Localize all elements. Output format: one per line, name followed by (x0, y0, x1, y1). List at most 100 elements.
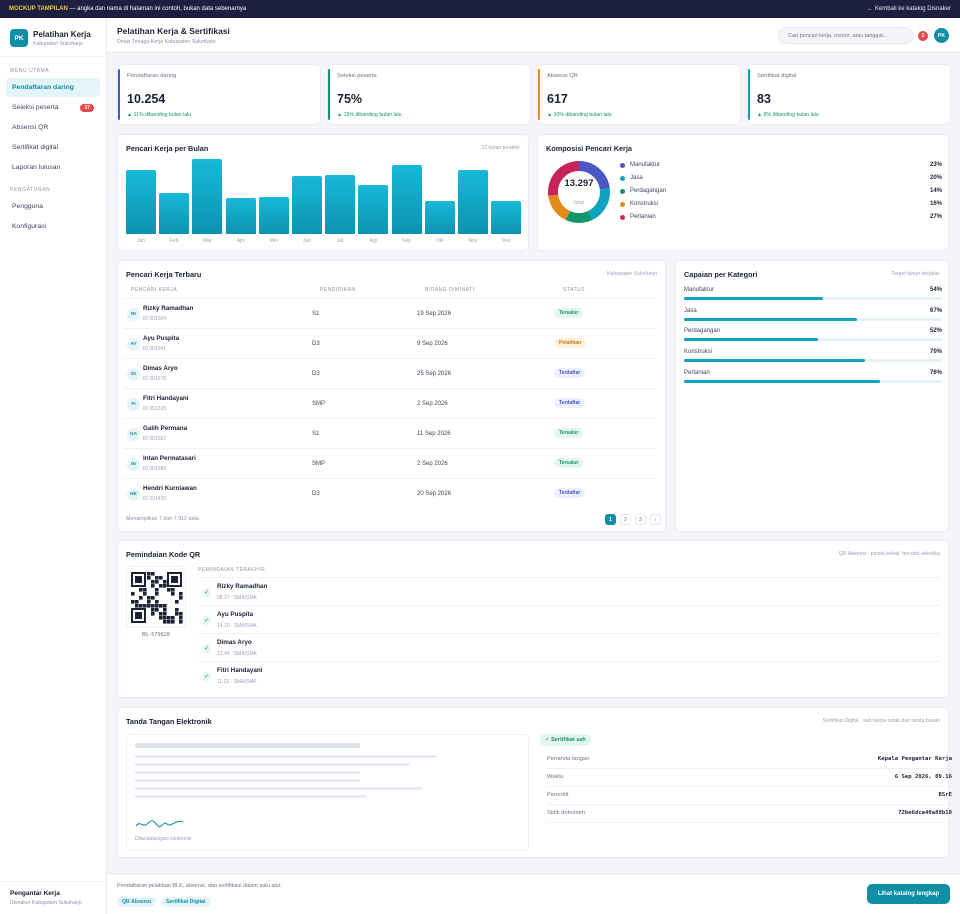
doc-line (135, 743, 360, 748)
legend-item: Perdagangan 14% (620, 188, 942, 194)
stat-delta: ▲ 10% dibanding bulan lalu (547, 112, 612, 118)
page-subtitle: Dinas Tenaga Kerja Kabupaten Sukoharjo (117, 39, 216, 45)
legend-item: Pertanian 27% (620, 214, 942, 220)
column-header: PENCARI KERJA (131, 287, 178, 293)
view-catalog-button[interactable]: Lihat katalog lengkap (867, 884, 950, 904)
scan-meta: 11.13 · SMA/SMK (217, 679, 257, 685)
legend-label: Jasa (630, 175, 643, 181)
sidebar-item-label: Pengguna (12, 203, 43, 210)
sidebar-item-seleksi[interactable]: Seleksi peserta 37 (6, 98, 100, 117)
card-note: QR Absensi · pindai sekali, tercatat sek… (838, 551, 940, 557)
row-education: D3 (312, 371, 320, 377)
table-row[interactable]: HE Hendri Kurniawan ID 001426 D3 20 Sep 2026… (123, 478, 655, 508)
stat-label: Pendaftaran daring (127, 73, 177, 79)
bar-okt (424, 201, 455, 234)
app-name: Pelatihan Kerja (33, 29, 91, 39)
row-date: 9 Sep 2026 (417, 341, 448, 347)
progress-track (684, 379, 942, 383)
x-tick-label: Nov (468, 238, 478, 244)
row-avatar: RI (127, 308, 140, 321)
table-row[interactable]: IN Intan Permatasari ID 001389 SMP 2 Sep 202… (123, 448, 655, 478)
avatar[interactable]: PK (934, 28, 949, 43)
metadata-key: Penerbit (547, 792, 569, 798)
table-row[interactable]: AY Ayu Puspita ID 001241 D3 9 Sep 2026 Pelati… (123, 328, 655, 358)
row-avatar: DI (127, 368, 140, 381)
doc-line (135, 771, 360, 774)
sidebar: PK Pelatihan Kerja Kabupaten Sukoharjo M… (0, 18, 107, 914)
donut-slice-perdagangan (565, 210, 593, 223)
row-name: Galih Permana (143, 425, 188, 432)
brand: PK Pelatihan Kerja Kabupaten Sukoharjo (0, 18, 106, 57)
bar-jun (292, 176, 322, 234)
progress-fill (684, 379, 881, 383)
status-badge: Tersalur (554, 308, 584, 318)
scan-item: ✓ Fitri Handayani 11.13 · SMA/SMK (198, 661, 940, 689)
esign-card: Tanda Tangan Elektronik Sertifikat Digit… (117, 707, 952, 858)
row-avatar: GA (127, 428, 140, 441)
recent-table-card: Pencari Kerja Terbaru Kabupaten Sukoharj… (117, 260, 666, 532)
stat-accent (328, 69, 330, 120)
stat-card-absensi: Absensi QR 617 ▲ 10% dibanding bulan lal… (537, 64, 741, 125)
table-row[interactable]: GA Galih Permana ID 001352 S1 11 Sep 2026 Ter… (123, 418, 655, 448)
sidebar-item-konfigurasi[interactable]: Konfigurasi (6, 217, 100, 236)
legend-value: 20% (929, 175, 942, 181)
qr-card: Pemindaian Kode QR QR Absensi · pindai s… (117, 540, 949, 698)
achievement-card: Capaian per Kategori Target tahun berjal… (675, 260, 949, 532)
table-row[interactable]: DI Dimas Aryo ID 001278 D3 25 Sep 2026 Terdaf… (123, 358, 655, 388)
sidebar-item-pendaftaran[interactable]: Pendaftaran daring (6, 78, 100, 97)
row-id: ID 001241 (143, 346, 167, 352)
back-to-catalog-link[interactable]: ← Kembali ke katalog Disnaker (867, 6, 951, 12)
chip-qr-absensi[interactable]: QR Absensi (117, 897, 157, 907)
table-row[interactable]: RI Rizky Ramadhan ID 001204 S1 19 Sep 2026 Te… (123, 298, 655, 328)
page-button-3[interactable]: 3 (635, 514, 646, 525)
footer-text: Pendaftaran pelatihan BLK, absensi, dan … (117, 883, 282, 889)
table-row[interactable]: FI Fitri Handayani ID 001315 SMP 2 Sep 2026 T… (123, 388, 655, 418)
progress-track (684, 317, 942, 321)
bar-sep (391, 165, 422, 234)
sidebar-item-sertifikat[interactable]: Sertifikat digital (6, 138, 100, 157)
bar-des (491, 201, 522, 234)
signed-caption: Ditandatangani elektronik (135, 836, 192, 842)
page-button-2[interactable]: 2 (620, 514, 631, 525)
sidebar-item-label: Sertifikat digital (12, 144, 59, 151)
row-education: S1 (312, 311, 320, 317)
x-tick-label: Mar (203, 238, 212, 244)
sidebar-item-laporan[interactable]: Laporan lulusan (6, 158, 100, 177)
stat-card-sertifikat: Sertifikat digital 83 ▲ 8% dibanding bul… (747, 64, 951, 125)
metadata-value: 6 Sep 2026, 09.16 (894, 774, 952, 780)
scan-name: Fitri Handayani (217, 667, 263, 674)
card-note: Target tahun berjalan (891, 271, 940, 277)
sidebar-item-pengguna[interactable]: Pengguna (6, 197, 100, 216)
sidebar-item-absensi[interactable]: Absensi QR (6, 118, 100, 137)
row-avatar: AY (127, 338, 140, 351)
status-badge: Terdaftar (554, 488, 586, 498)
notification-badge[interactable]: 2 (918, 31, 928, 41)
bar-apr (225, 198, 256, 234)
category-percent: 54% (929, 287, 942, 293)
stat-label: Seleksi peserta (337, 73, 377, 79)
valid-certificate-badge: ✓ Sertifikat sah (540, 734, 591, 746)
chart-note: 12 bulan terakhir (481, 145, 520, 151)
signature-scribble-icon (135, 820, 184, 828)
search-input[interactable] (778, 27, 914, 44)
page-title: Pelatihan Kerja & Sertifikasi (117, 26, 230, 36)
stat-value: 617 (547, 92, 568, 106)
check-icon: ✓ (202, 672, 211, 681)
doc-line (135, 755, 437, 758)
legend-swatch (620, 214, 625, 220)
status-badge: Terdaftar (554, 398, 586, 408)
metadata-value: Kepala Pengantar Kerja (877, 756, 952, 762)
section-title-main: MENU UTAMA (10, 68, 50, 74)
legend-label: Manufaktur (630, 162, 661, 168)
page-next-button[interactable]: › (650, 514, 661, 525)
legend-item: Jasa 20% (620, 175, 942, 181)
page-header: Pelatihan Kerja & Sertifikasi Dinas Tena… (107, 18, 960, 53)
stat-label: Absensi QR (547, 73, 578, 79)
doc-line (135, 779, 360, 782)
row-education: D3 (312, 491, 320, 497)
chip-sertifikat-digital[interactable]: Sertifikat Digital (161, 897, 211, 907)
row-id: ID 001315 (143, 406, 167, 412)
certificate-preview: Ditandatangani elektronik (126, 734, 529, 851)
donut-chart (548, 161, 610, 223)
page-button-1[interactable]: 1 (605, 514, 616, 525)
